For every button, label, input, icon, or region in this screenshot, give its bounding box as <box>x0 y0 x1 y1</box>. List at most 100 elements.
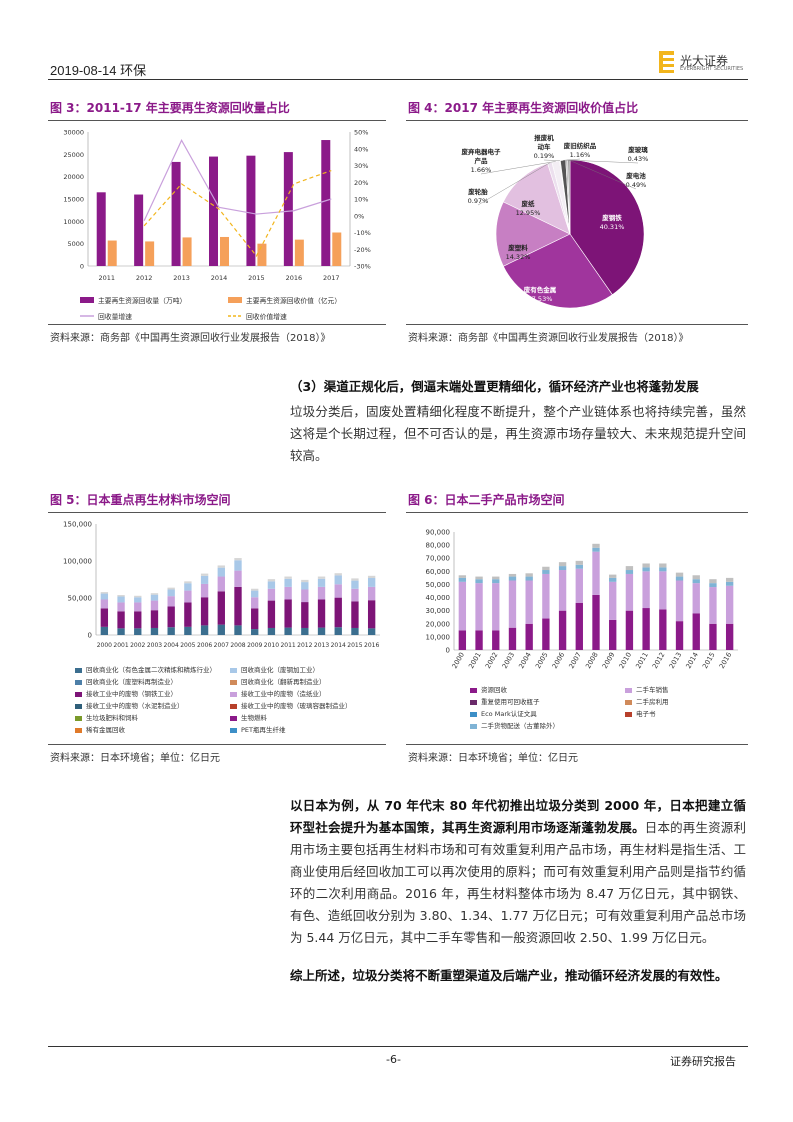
fig5-bar-segment <box>284 599 292 628</box>
fig6-xtick-label: 2000 <box>451 651 467 670</box>
fig3-xtick-label: 2011 <box>98 274 115 282</box>
fig4-slice-label: 废纸 <box>522 199 536 208</box>
fig3-rule <box>48 120 386 121</box>
fig6-source: 资料来源：日本环境省；单位：亿日元 <box>408 753 578 764</box>
fig5-bar-segment <box>184 590 192 603</box>
fig5-bar-segment <box>150 600 159 611</box>
fig6-bar-segment <box>458 577 467 582</box>
fig3-ytick-label: 15000 <box>63 196 84 204</box>
fig6-xtick-label: 2015 <box>701 651 717 670</box>
fig4-slice-label: 废玻璃 <box>628 145 648 154</box>
fig5-xtick-label: 2013 <box>314 642 329 649</box>
fig3-xtick-label: 2016 <box>286 274 303 282</box>
fig5-xtick-label: 2012 <box>297 642 312 649</box>
fig5-bar-segment <box>134 602 142 612</box>
fig3-y2tick-label: 40% <box>354 145 368 153</box>
fig5-legend-swatch <box>75 679 82 685</box>
japan-paragraph-body: 日本的再生资源利用市场主要包括再生材料市场和可有效重复利用产品市场，再生材料是指… <box>290 820 746 945</box>
fig4-leader-line <box>477 162 550 206</box>
fig3-y2tick-label: -10% <box>354 229 371 237</box>
fig6-bar-segment <box>525 573 533 577</box>
fig3-y2tick-label: -20% <box>354 246 371 254</box>
fig6-bar-segment <box>525 580 533 624</box>
fig4-slice-label: 废轮胎 <box>468 187 488 196</box>
fig5-bar-segment <box>217 567 225 577</box>
fig6-ytick-label: 90,000 <box>426 529 451 537</box>
fig5-bar-segment <box>234 558 242 561</box>
fig5-bar-segment <box>117 602 125 612</box>
fig5-bar-segment <box>284 627 292 635</box>
fig5-bar-segment <box>251 590 259 598</box>
fig5-bar-segment <box>100 599 109 609</box>
fig4-slice-value: 1.16% <box>570 151 591 159</box>
fig3-ytick-label: 25000 <box>63 151 84 159</box>
fig6-bar-segment <box>675 576 684 581</box>
fig5-bar-segment <box>150 594 159 601</box>
fig5-bar-segment <box>351 580 359 589</box>
fig6-xtick-label: 2006 <box>551 651 567 670</box>
fig5-bar-segment <box>267 581 276 589</box>
fig6-bar-segment <box>625 573 634 611</box>
fig6-bar-segment <box>542 570 550 574</box>
fig5-xtick-label: 2010 <box>264 642 279 649</box>
fig6-ytick-label: 10,000 <box>426 633 451 641</box>
fig3-value-bar <box>294 239 304 266</box>
fig5-legend-item: 生物燃料 <box>230 712 267 722</box>
fig3-y2tick-label: 50% <box>354 129 368 137</box>
fig5-legend-swatch <box>230 691 237 697</box>
fig4-slice-label: 废旧纺织品 <box>564 141 597 150</box>
fig5-bar-segment <box>100 592 109 594</box>
fig4-slice-value: 0.43% <box>628 155 649 163</box>
fig4-slice-value: 0.97% <box>468 197 489 205</box>
fig4-slice-value: 0.19% <box>534 152 555 160</box>
fig5-xtick-label: 2003 <box>147 642 162 649</box>
fig5-xtick-label: 2006 <box>197 642 212 649</box>
fig5-bar-segment <box>351 578 359 581</box>
fig6-ytick-label: 0 <box>446 647 450 655</box>
fig3-volume-bar <box>321 140 331 266</box>
fig5-bar-segment <box>150 627 159 635</box>
fig6-bar-segment <box>508 580 517 628</box>
fig6-bar-segment <box>659 567 667 572</box>
fig6-ytick-label: 80,000 <box>426 542 451 550</box>
fig6-bar-segment <box>642 571 650 609</box>
fig5-bar-segment <box>334 584 342 598</box>
fig6-legend-item: 二手车销售 <box>625 684 669 694</box>
fig5-ytick-label: 150,000 <box>63 521 92 529</box>
fig5-legend-swatch <box>230 727 237 733</box>
fig4-source: 资料来源：商务部《中国再生资源回收行业发展报告（2018）》 <box>408 333 689 344</box>
fig3-legend-swatch-value <box>228 297 242 303</box>
fig6-bar-segment <box>592 594 600 650</box>
fig5-bar-segment <box>217 565 225 568</box>
fig5-bar-segment <box>334 573 342 576</box>
fig5-bar-segment <box>317 627 326 635</box>
fig6-legend-item: 重复使用可回收瓶子 <box>470 696 540 706</box>
fig3-legend-volume: 主要再生资源回收量（万吨） <box>98 296 186 305</box>
fig4-slice-label: 动车 <box>538 142 552 151</box>
fig5-bar-segment <box>284 586 292 600</box>
fig5-bar-segment <box>234 570 242 587</box>
fig6-bar-segment <box>542 573 550 619</box>
fig5-legend-swatch <box>75 727 82 733</box>
fig6-bar-segment <box>709 587 717 624</box>
fig3-xtick-label: 2013 <box>173 274 190 282</box>
fig4-slice-label: 废电池 <box>626 171 646 180</box>
fig4-leader-line <box>568 159 637 190</box>
fig5-xtick-label: 2008 <box>230 642 245 649</box>
fig6-bar-segment <box>675 572 684 577</box>
fig5-bar-segment <box>167 627 175 635</box>
fig5-legend-item: 接收工业中的废物（玻璃容器制造业） <box>230 700 352 710</box>
fig3-volume-bar <box>171 161 181 266</box>
fig4-slice-label: 产品 <box>475 156 489 165</box>
fig6-bar-segment <box>458 575 467 578</box>
fig3-xtick-label: 2017 <box>323 274 340 282</box>
fig5-bar-segment <box>200 573 209 576</box>
fig5-legend-item: 接收工业中的废物（造纸业） <box>230 688 326 698</box>
fig3-y2tick-label: -30% <box>354 263 371 271</box>
fig6-bar-segment <box>625 570 634 574</box>
fig6-bar-segment <box>659 571 667 610</box>
fig6-bar-segment <box>642 567 650 572</box>
fig5-xtick-label: 2009 <box>247 642 262 649</box>
fig5-bar-segment <box>200 575 209 584</box>
fig6-bar-segment <box>675 580 684 622</box>
